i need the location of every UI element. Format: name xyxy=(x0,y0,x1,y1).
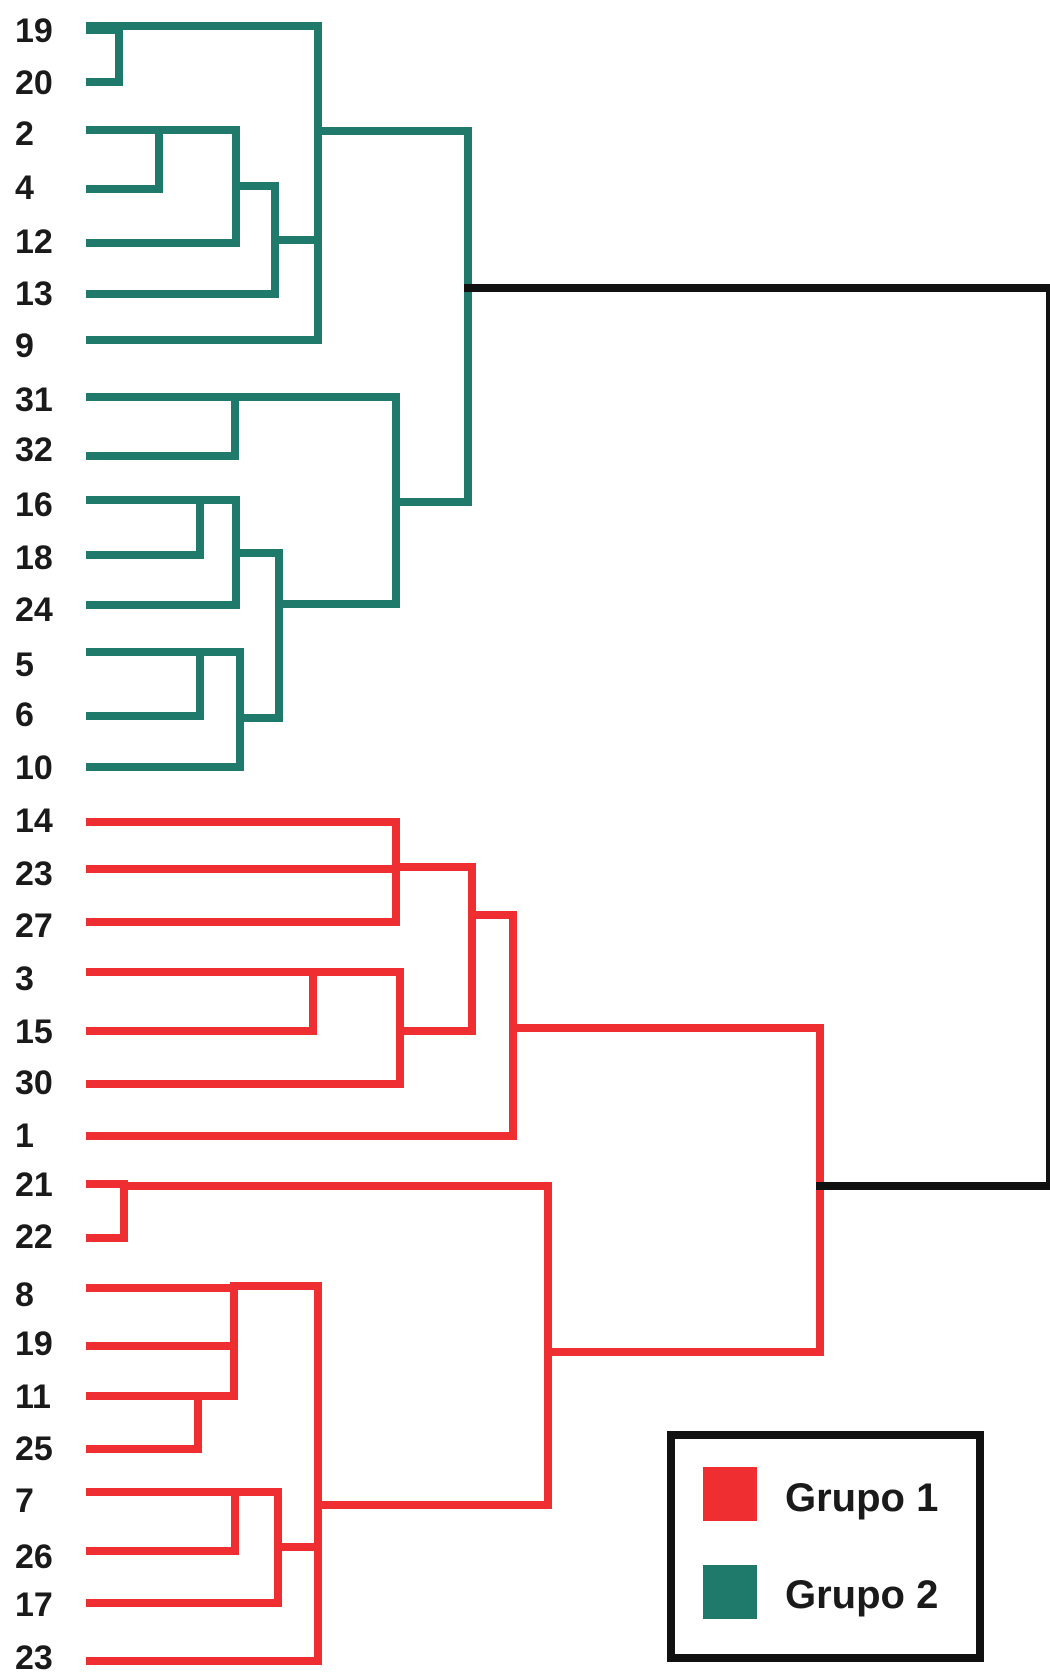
legend-swatch-grupo-1 xyxy=(703,1467,757,1521)
grupo-1-cluster xyxy=(86,818,824,1665)
leaf-label-18: 18 xyxy=(15,539,53,577)
leaf-label-6: 6 xyxy=(15,696,34,734)
branch-19-20 xyxy=(86,26,123,86)
branch-5-6 xyxy=(86,648,204,720)
leaf-label-23: 23 xyxy=(15,1639,53,1673)
legend-swatch-grupo-2 xyxy=(703,1565,757,1619)
leaf-label-5: 5 xyxy=(15,646,34,684)
leaf-label-15: 15 xyxy=(15,1013,53,1051)
leaf-label-19: 19 xyxy=(15,1325,53,1363)
legend-label-grupo-2: Grupo 2 xyxy=(785,1573,938,1617)
leaf-label-22: 22 xyxy=(15,1218,53,1256)
leaf-labels: 1920241213931321618245610142327315301212… xyxy=(15,12,53,1673)
leaf-label-25: 25 xyxy=(15,1430,53,1468)
branch-subcluster-b xyxy=(231,393,400,608)
leaf-label-14: 14 xyxy=(15,802,53,840)
leaf-label-21: 21 xyxy=(15,1166,53,1204)
branch-grupo-2-root xyxy=(314,127,472,506)
leaf-label-31: 31 xyxy=(15,381,53,419)
leaf-label-17: 17 xyxy=(15,1586,53,1624)
legend-label-grupo-1: Grupo 1 xyxy=(785,1476,938,1520)
leaf-label-8: 8 xyxy=(15,1276,34,1314)
branch-8-to-23 xyxy=(86,1282,322,1665)
leaf-label-23: 23 xyxy=(15,855,53,893)
branch-21-22 xyxy=(86,1180,128,1242)
leaf-label-3: 3 xyxy=(15,960,34,998)
legend: Grupo 1 Grupo 2 xyxy=(667,1431,984,1662)
branch-grupo-1-root xyxy=(509,1024,824,1356)
leaf-label-2: 2 xyxy=(15,115,34,153)
branch-11-25 xyxy=(86,1392,202,1453)
branch-subcluster-a xyxy=(86,22,322,344)
leaf-label-4: 4 xyxy=(15,169,34,207)
leaf-label-13: 13 xyxy=(15,275,53,313)
branch-16-to-10 xyxy=(232,549,283,722)
root-join xyxy=(464,284,1050,1190)
branch-21-to-8 xyxy=(120,1182,552,1509)
leaf-label-12: 12 xyxy=(15,223,53,261)
branch-7-26 xyxy=(86,1488,239,1555)
branch-14-to-30 xyxy=(392,863,476,1035)
leaf-label-27: 27 xyxy=(15,907,53,945)
leaf-label-7: 7 xyxy=(15,1482,34,1520)
leaf-label-32: 32 xyxy=(15,431,53,469)
leaf-label-11: 11 xyxy=(15,1378,51,1416)
leaf-label-19: 19 xyxy=(15,12,53,50)
leaf-label-20: 20 xyxy=(15,64,53,102)
grupo-2-cluster xyxy=(86,22,472,771)
leaf-label-26: 26 xyxy=(15,1538,53,1576)
branch-5-6-10 xyxy=(86,648,244,771)
leaf-label-1: 1 xyxy=(15,1117,34,1155)
leaf-label-30: 30 xyxy=(15,1064,53,1102)
branch-16-18 xyxy=(86,496,204,559)
branch-2-4 xyxy=(86,126,163,193)
branch-3-15 xyxy=(86,968,317,1035)
branch-31-32 xyxy=(86,393,239,460)
leaf-label-9: 9 xyxy=(15,327,34,365)
leaf-label-16: 16 xyxy=(15,486,53,524)
leaf-label-24: 24 xyxy=(15,591,53,629)
branch-14-to-1 xyxy=(86,911,517,1140)
leaf-label-10: 10 xyxy=(15,749,53,787)
